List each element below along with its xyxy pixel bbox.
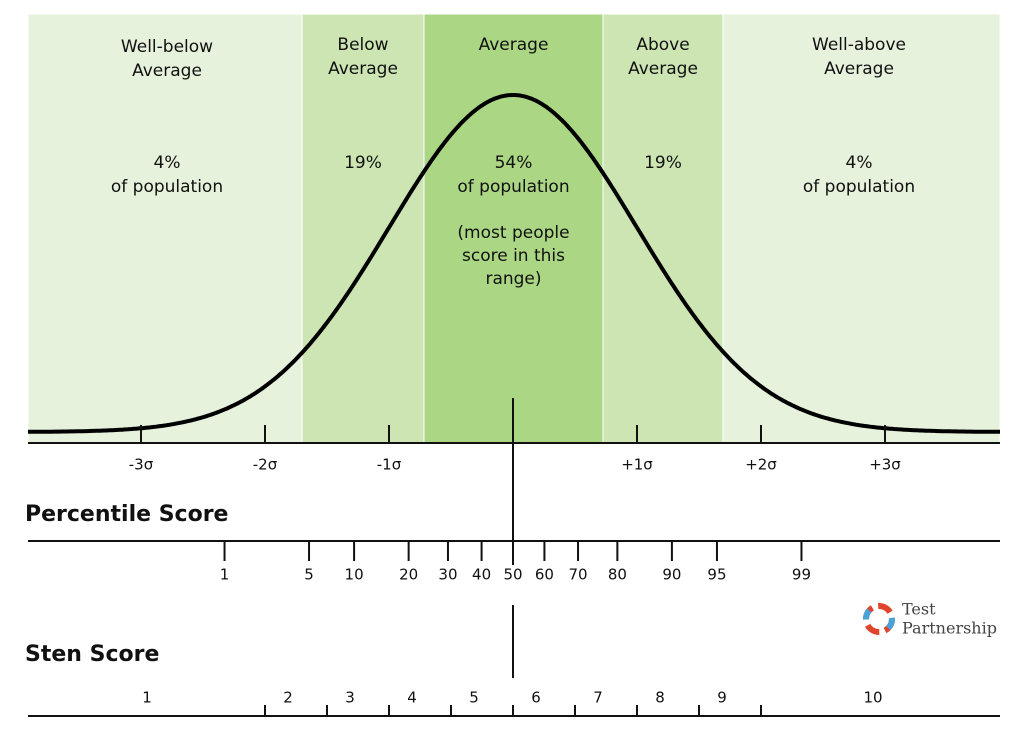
- sten-label: 5: [469, 689, 479, 707]
- band-label: Well-below: [121, 37, 213, 57]
- percentile-label: 70: [568, 566, 587, 584]
- sten-label: 8: [655, 689, 665, 707]
- percentile-label: 60: [535, 566, 554, 584]
- foreground: -3σ -2σ -1σ +1σ +2σ +3σ1 5 10 20 30 40 50 60 70 80 90 95…: [28, 93, 1000, 717]
- bell-curve: [28, 93, 1000, 434]
- band-label: Average: [628, 59, 698, 79]
- percentile-label: 40: [472, 566, 491, 584]
- band: [423, 13, 604, 444]
- sigma-label: +1σ: [621, 456, 653, 474]
- sten-label: 4: [407, 689, 417, 707]
- band: [722, 13, 1001, 444]
- sten-label: 3: [345, 689, 355, 707]
- band-label: Above: [636, 35, 689, 55]
- percentile-label: 5: [304, 566, 314, 584]
- band-detail: score in this: [462, 246, 565, 266]
- sigma-label: +3σ: [869, 456, 901, 474]
- sten-title: Sten Score: [25, 642, 159, 667]
- sten-label: 9: [717, 689, 727, 707]
- band: [602, 13, 724, 444]
- sigma-label: -1σ: [377, 456, 402, 474]
- sigma-label: -2σ: [253, 456, 278, 474]
- logo-text: Partnership: [902, 619, 997, 638]
- band-share: 19%: [344, 153, 382, 173]
- band-label: Average: [132, 61, 202, 81]
- percentile-label: 10: [345, 566, 364, 584]
- percentile-label: 95: [707, 566, 726, 584]
- band-label: Below: [337, 35, 388, 55]
- band-label: Average: [328, 59, 398, 79]
- band-share: 4%: [846, 153, 873, 173]
- band-label: Well-above: [812, 35, 906, 55]
- percentile-label: 20: [399, 566, 418, 584]
- band-share: 54%: [495, 153, 533, 173]
- sten-label: 6: [531, 689, 541, 707]
- sigma-label: +2σ: [745, 456, 777, 474]
- sten-label: 7: [593, 689, 603, 707]
- band: [301, 13, 425, 444]
- band-share: 4%: [154, 153, 181, 173]
- logo-ring: [863, 603, 895, 635]
- band-note: of population: [457, 177, 569, 197]
- logo-ring-accent: [863, 603, 895, 635]
- logo-text: Test: [902, 600, 936, 619]
- band-detail: range): [485, 269, 541, 289]
- percentile-label: 80: [608, 566, 627, 584]
- band-note: of population: [803, 177, 915, 197]
- sten-label: 10: [863, 689, 882, 707]
- band-label: Average: [479, 35, 549, 55]
- band-label: Average: [824, 59, 894, 79]
- percentile-label: 99: [792, 566, 811, 584]
- sigma-label: -3σ: [129, 456, 154, 474]
- band: [27, 13, 303, 444]
- sten-label: 2: [283, 689, 293, 707]
- band-share: 19%: [644, 153, 682, 173]
- bands: Well-below Average 4% of population Below Ave…: [27, 13, 1001, 444]
- percentile-label: 30: [438, 566, 457, 584]
- logo: Test Partnership: [863, 600, 997, 638]
- percentile-label: 50: [503, 566, 522, 584]
- sten-label: 1: [142, 689, 152, 707]
- percentile-label: 1: [220, 566, 230, 584]
- percentile-title: Percentile Score: [25, 502, 228, 527]
- band-note: of population: [111, 177, 223, 197]
- band-detail: (most people: [457, 223, 569, 243]
- percentile-label: 90: [662, 566, 681, 584]
